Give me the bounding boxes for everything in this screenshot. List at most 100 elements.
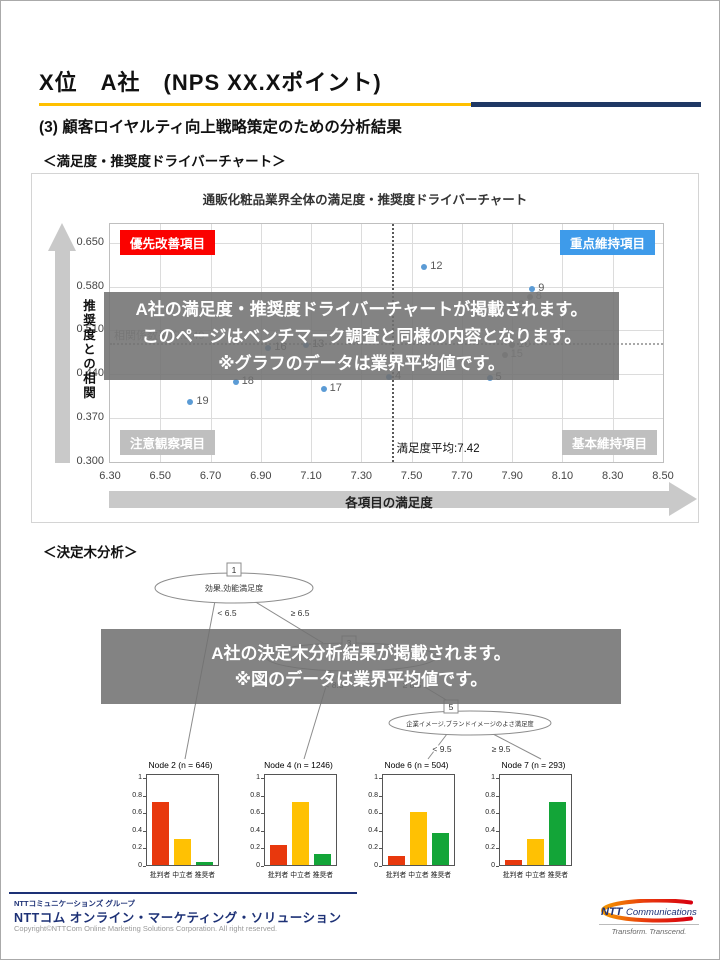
mini-y-tick-label: 0.4 [132,826,142,834]
mini-y-tick-label: 0.8 [368,791,378,799]
mini-y-tick-label: 0.2 [132,844,142,852]
mini-y-tick-label: 1 [256,774,260,781]
x-tick-label: 6.30 [99,470,121,482]
scatter-point [421,263,428,270]
mini-y-tick-mark [261,866,264,867]
mini-y-tick-mark [496,795,499,797]
tree-branch-condition: ≥ 6.5 [291,608,310,618]
mini-category-label: 批判者 [267,872,289,879]
mini-y-tick-mark [496,830,499,832]
mini-category-label: 中立者 [172,872,193,879]
mini-y-tick-mark [261,778,264,779]
quadrant-label-basic-maintain: 基本維持項目 [561,430,657,455]
leaf-bar-chart-title: Node 4 (n = 1246) [264,760,333,770]
mini-y-tick-mark [261,830,264,832]
mini-plot-box [382,774,455,866]
mini-bar [152,801,169,865]
tree-branch-line [492,733,542,760]
tree-node-number: 5 [449,702,454,712]
mini-y-tick-label: 0 [138,862,142,869]
mini-y-tick-mark [496,866,499,867]
tree-branch-condition: ≥ 9.5 [492,744,511,754]
mini-y-tick-label: 1 [491,774,495,781]
tree-node-label: 効果,効能満足度 [205,583,263,593]
mini-plot-box [146,774,219,866]
mini-y-tick-label: 0.4 [250,826,260,834]
x-tick-label: 7.70 [451,470,473,482]
gridline-h [110,242,663,244]
mini-y-tick-label: 0 [491,862,495,869]
mini-y-tick-label: 0 [256,862,260,869]
x-axis-arrow-head [669,482,697,516]
mini-y-tick-label: 0.2 [368,844,378,852]
overlay-text-line: ※グラフのデータは業界平均値です。 [218,353,505,373]
overlay-text-line: このページはベンチマーク調査と同様の内容となります。 [141,326,582,346]
overlay-text-line: A社の満足度・推奨度ドライバーチャートが掲載されます。 [135,299,588,319]
leaf-bar-charts-row: Node 2 (n = 646) 0 0.2 0.4 0.6 0.8 1 批判者 中立者 推奨者 N… [121,759,601,885]
mini-y-tick-label: 0.8 [485,791,495,799]
mini-category-label: 推奨者 [312,872,334,879]
mini-category-labels: 批判者 中立者 推奨者 [499,869,572,879]
scatter-point-label: 9 [538,282,545,295]
title-underline-yellow [39,102,471,106]
x-axis-arrow-shaft [109,491,671,508]
mini-bar [388,856,405,865]
logo-ntt-text: NTT [601,906,624,918]
mini-y-tick-mark [496,778,499,779]
title-underline-navy [471,101,701,107]
leaf-bar-chart-title: Node 7 (n = 293) [501,760,566,770]
mini-category-label: 推奨者 [430,872,452,879]
ntt-logo-swoosh-icon: NTT Communications [601,898,697,923]
title-underline [39,101,701,107]
mini-bar [432,833,449,865]
mini-bar [410,812,427,865]
mini-y-tick-label: 0.6 [250,809,260,817]
mini-y-tick-mark [379,866,382,867]
footer-group-name: NTTコミュニケーションズ グループ [14,899,135,908]
mini-y-tick-mark [261,795,264,797]
mini-category-label: 批判者 [149,872,171,879]
mini-y-tick-mark [143,830,146,832]
mini-bar [549,801,566,865]
y-axis-arrow-head [48,223,76,251]
x-tick-label: 6.70 [199,470,222,482]
y-tick-label: 0.580 [76,279,104,292]
gridline-h [110,418,663,420]
leaf-bar-chart: Node 2 (n = 646) 0 0.2 0.4 0.6 0.8 1 批判者 中立者 推奨者 [121,759,226,885]
scatter-point-label: 19 [196,394,209,407]
mini-y-tick-label: 0.2 [250,844,260,852]
mini-y-tick-label: 1 [138,774,142,781]
x-axis-label: 各項目の満足度 [345,496,433,510]
mini-y-tick-label: 0.6 [368,809,378,817]
logo-tagline: Transform. Transcend. [611,927,687,936]
mini-plot-box [499,774,572,866]
mini-y-tick-label: 1 [374,774,378,781]
footer-company-name: NTTコム オンライン・マーケティング・ソリューション [14,911,342,925]
x-mean-label: 満足度平均:7.42 [396,443,480,455]
mini-category-label: 批判者 [502,872,524,879]
mini-y-tick-label: 0.6 [132,809,142,817]
mini-bar [314,854,331,865]
mini-bar [527,838,544,865]
scatter-point [320,386,327,393]
mini-bar [505,859,522,865]
mini-y-tick-mark [379,778,382,779]
mini-y-tick-mark [143,848,146,850]
y-axis-label: 推奨度との相関 [81,299,95,401]
mini-y-tick-label: 0.2 [485,844,495,852]
x-tick-label: 7.30 [350,470,373,482]
scatter-point [187,398,194,405]
mini-category-label: 中立者 [525,872,546,879]
mini-y-tick-label: 0.8 [250,791,260,799]
mini-y-tick-mark [261,848,264,850]
quadrant-label-priority-improve: 優先改善項目 [120,230,216,255]
mini-y-tick-mark [143,813,146,815]
scatter-chart-title: 通販化粧品業界全体の満足度・推奨度ドライバーチャート [202,193,528,207]
leaf-bar-chart-title: Node 6 (n = 504) [384,760,449,770]
mini-category-label: 中立者 [290,872,311,879]
scatter-point-label: 17 [329,382,342,395]
leaf-bar-chart: Node 6 (n = 504) 0 0.2 0.4 0.6 0.8 1 批判者 中立者 推奨者 [357,759,462,885]
mini-category-label: 中立者 [408,872,429,879]
x-tick-label: 8.10 [551,470,574,482]
